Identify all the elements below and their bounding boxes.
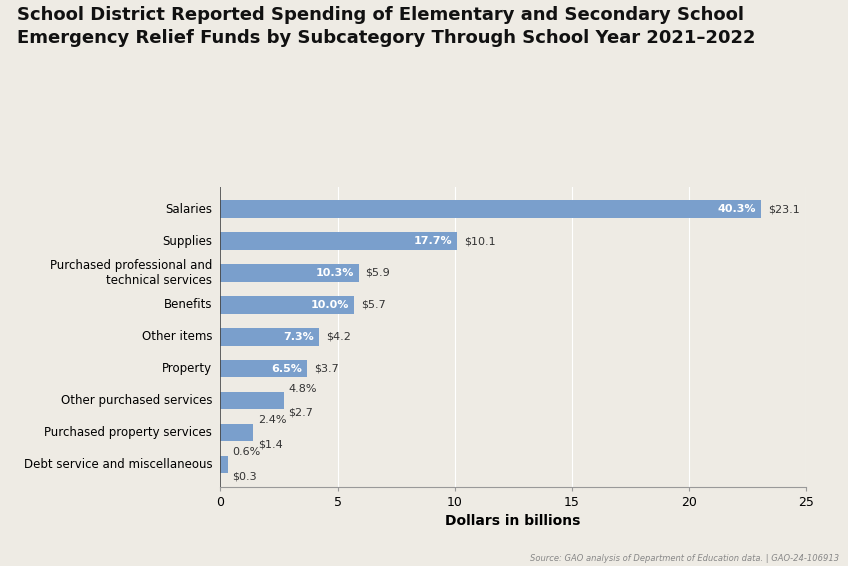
Text: 0.6%: 0.6% <box>232 447 260 457</box>
Text: 6.5%: 6.5% <box>271 364 303 374</box>
X-axis label: Dollars in billions: Dollars in billions <box>445 514 581 528</box>
Text: 40.3%: 40.3% <box>718 204 756 214</box>
Bar <box>220 328 319 345</box>
Text: $1.4: $1.4 <box>258 439 282 449</box>
Text: $10.1: $10.1 <box>464 236 495 246</box>
Text: $2.7: $2.7 <box>288 408 313 418</box>
Bar <box>220 200 762 218</box>
Text: $5.7: $5.7 <box>361 300 386 310</box>
Text: 7.3%: 7.3% <box>283 332 314 342</box>
Bar <box>220 264 359 282</box>
Text: 2.4%: 2.4% <box>258 415 287 426</box>
Text: 10.3%: 10.3% <box>315 268 354 278</box>
Bar <box>220 456 227 473</box>
Text: $0.3: $0.3 <box>232 471 257 481</box>
Bar <box>220 232 457 250</box>
Text: Source: GAO analysis of Department of Education data. | GAO-24-106913: Source: GAO analysis of Department of Ed… <box>530 554 840 563</box>
Text: School District Reported Spending of Elementary and Secondary School
Emergency R: School District Reported Spending of Ele… <box>17 6 756 46</box>
Bar <box>220 392 284 409</box>
Text: 4.8%: 4.8% <box>288 384 317 393</box>
Text: 10.0%: 10.0% <box>311 300 349 310</box>
Text: $23.1: $23.1 <box>768 204 800 214</box>
Bar <box>220 296 354 314</box>
Bar <box>220 424 254 441</box>
Text: $5.9: $5.9 <box>365 268 390 278</box>
Text: $4.2: $4.2 <box>326 332 351 342</box>
Bar <box>220 360 307 378</box>
Text: $3.7: $3.7 <box>314 364 339 374</box>
Text: 17.7%: 17.7% <box>414 236 452 246</box>
